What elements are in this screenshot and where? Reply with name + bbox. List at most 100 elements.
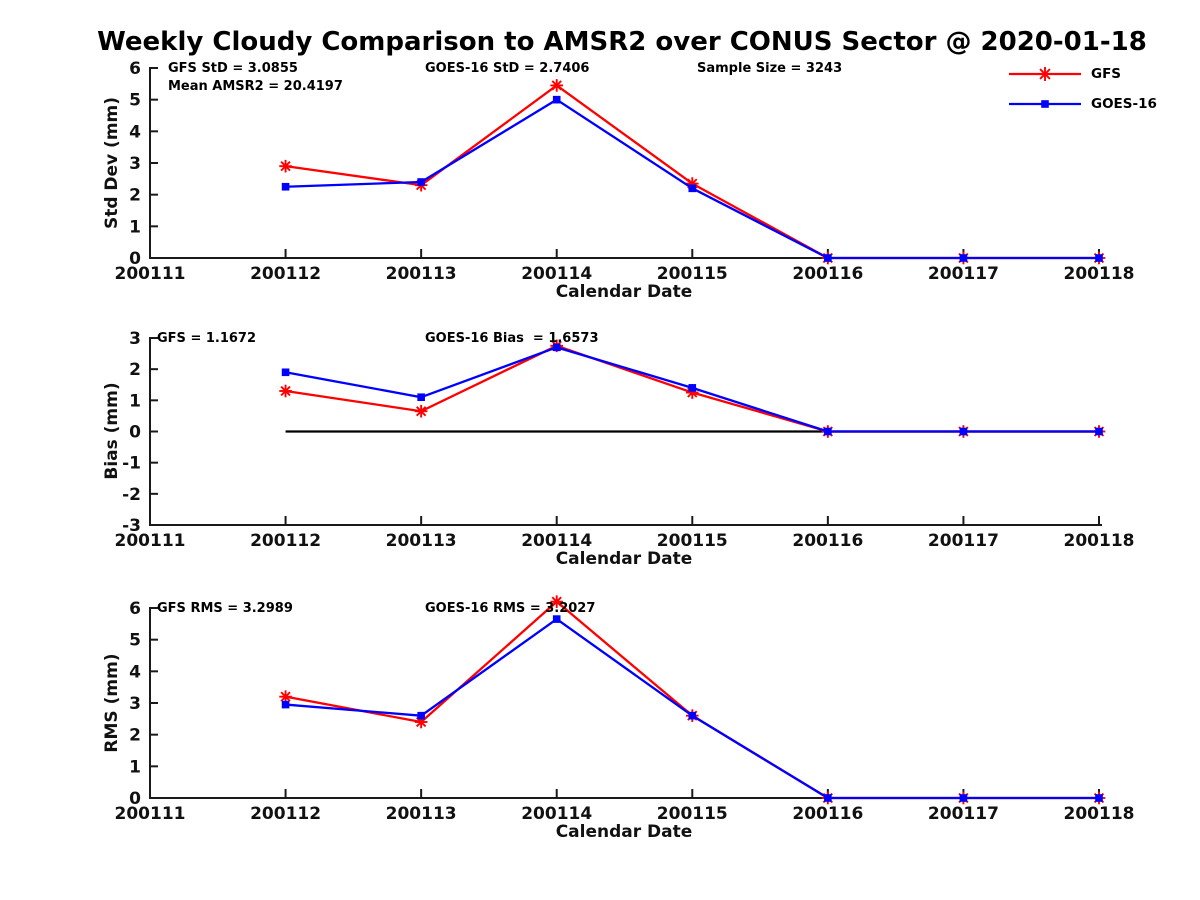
- square-marker: [959, 254, 968, 262]
- x-tick-label: 200118: [1064, 264, 1135, 284]
- x-tick-label: 200113: [386, 264, 457, 284]
- y-tick-label: 2: [129, 186, 141, 206]
- x-tick-label: 200117: [928, 804, 999, 824]
- rms-gfs-annotation: GFS RMS = 3.2989: [157, 601, 293, 616]
- square-marker: [824, 427, 832, 436]
- x-tick-label: 200115: [657, 804, 728, 824]
- x-tick-label: 200114: [521, 264, 592, 284]
- square-marker: [552, 343, 561, 352]
- y-tick-label: 1: [129, 391, 141, 411]
- stddev-mean-amsr2-annotation: Mean AMSR2 = 20.4197: [168, 79, 343, 94]
- asterisk-marker: [414, 404, 428, 418]
- x-tick-label: 200111: [115, 804, 186, 824]
- rms-y-axis-label: RMS (mm): [102, 653, 122, 753]
- square-marker: [1095, 254, 1103, 262]
- y-tick-label: 0: [129, 789, 141, 809]
- x-tick-label: 200114: [521, 531, 592, 551]
- square-marker: [688, 711, 697, 720]
- y-tick-label: -3: [122, 516, 141, 536]
- y-tick-label: 3: [129, 694, 141, 714]
- square-marker: [552, 95, 561, 104]
- x-tick-label: 200112: [250, 264, 321, 284]
- y-tick-label: -1: [122, 454, 141, 474]
- y-tick-label: -2: [122, 485, 141, 505]
- bias-y-axis-label: Bias (mm): [102, 382, 122, 480]
- legend-label-goes16: GOES-16: [1091, 96, 1157, 112]
- square-marker: [281, 368, 290, 377]
- x-tick-label: 200113: [386, 804, 457, 824]
- stddev-gfs-annotation: GFS StD = 3.0855: [168, 61, 298, 76]
- gfs-line-rms: [285, 600, 1099, 800]
- asterisk-marker: [550, 595, 564, 608]
- y-tick-label: 0: [129, 423, 141, 443]
- square-marker: [1095, 794, 1103, 802]
- asterisk-marker: [279, 690, 292, 703]
- x-tick-label: 200112: [250, 804, 321, 824]
- square-marker: [688, 384, 697, 392]
- x-tick-label: 200111: [115, 264, 186, 284]
- goes16-line-sample-icon: [1009, 100, 1081, 108]
- square-marker: [959, 427, 968, 436]
- y-tick-label: 4: [129, 122, 141, 142]
- square-marker: [417, 393, 425, 402]
- gfs-line-sample-icon: [1009, 67, 1081, 81]
- subplot-rms: 0 1 2 3 4 5 6 200111 200112 200113 200114 200115 200…: [115, 595, 1135, 824]
- y-tick-label: 3: [129, 154, 141, 174]
- y-tick-label: 4: [129, 662, 141, 682]
- chart-title: Weekly Cloudy Comparison to AMSR2 over C…: [97, 27, 1147, 57]
- y-tick-label: 5: [129, 631, 141, 651]
- gfs-line-std-dev: [285, 84, 1099, 260]
- y-tick-label: 2: [129, 726, 141, 746]
- x-tick-label: 200113: [386, 531, 457, 551]
- x-tick-label: 200112: [250, 531, 321, 551]
- y-tick-label: 5: [129, 91, 141, 111]
- asterisk-marker: [279, 384, 292, 398]
- x-tick-label: 200118: [1064, 804, 1135, 824]
- legend: GFS GOES-16: [1008, 66, 1157, 126]
- x-tick-label: 200115: [657, 531, 728, 551]
- square-marker: [824, 254, 832, 262]
- subplot-bias: -3 -2 -1 0 1 2 3 200111 200112 200113 200114 200115…: [115, 329, 1135, 551]
- subplot-std-dev: 0 1 2 3 4 5 6 200111 200112 200113 200114 200115 200…: [115, 59, 1135, 284]
- asterisk-marker: [1038, 67, 1052, 81]
- square-marker: [959, 794, 968, 802]
- y-tick-label: 6: [129, 59, 141, 79]
- y-tick-label: 0: [129, 249, 141, 269]
- legend-label-gfs: GFS: [1091, 66, 1122, 82]
- x-tick-label: 200116: [792, 531, 863, 551]
- square-marker: [824, 794, 832, 802]
- y-tick-label: 2: [129, 360, 141, 380]
- stddev-goes-annotation: GOES-16 StD = 2.7406: [425, 61, 590, 76]
- stddev-x-axis-label: Calendar Date: [555, 282, 693, 302]
- y-tick-label: 6: [129, 599, 141, 619]
- stddev-y-axis-label: Std Dev (mm): [102, 96, 122, 230]
- x-tick-label: 200117: [928, 531, 999, 551]
- square-marker: [552, 615, 561, 623]
- x-tick-label: 200117: [928, 264, 999, 284]
- y-tick-label: 1: [129, 217, 141, 237]
- y-tick-label: 3: [129, 329, 141, 349]
- goes16-line-rms: [285, 617, 1099, 800]
- bias-goes-annotation: GOES-16 Bias = 1.6573: [425, 331, 599, 346]
- x-tick-label: 200111: [115, 531, 186, 551]
- square-marker: [1041, 100, 1049, 108]
- square-marker: [281, 182, 290, 191]
- asterisk-marker: [279, 159, 292, 173]
- y-tick-label: 1: [129, 757, 141, 777]
- bias-gfs-annotation: GFS = 1.1672: [157, 331, 257, 346]
- x-tick-label: 200116: [792, 264, 863, 284]
- square-marker: [417, 178, 425, 186]
- legend-item-goes16: GOES-16: [1008, 96, 1157, 112]
- x-tick-label: 200115: [657, 264, 728, 284]
- square-marker: [417, 711, 425, 720]
- square-marker: [281, 700, 290, 709]
- rms-x-axis-label: Calendar Date: [555, 822, 693, 842]
- square-marker: [1095, 427, 1103, 436]
- legend-item-gfs: GFS: [1008, 66, 1157, 82]
- sample-size-annotation: Sample Size = 3243: [697, 61, 843, 76]
- asterisk-marker: [550, 79, 564, 92]
- x-tick-label: 200118: [1064, 531, 1135, 551]
- square-marker: [688, 184, 697, 193]
